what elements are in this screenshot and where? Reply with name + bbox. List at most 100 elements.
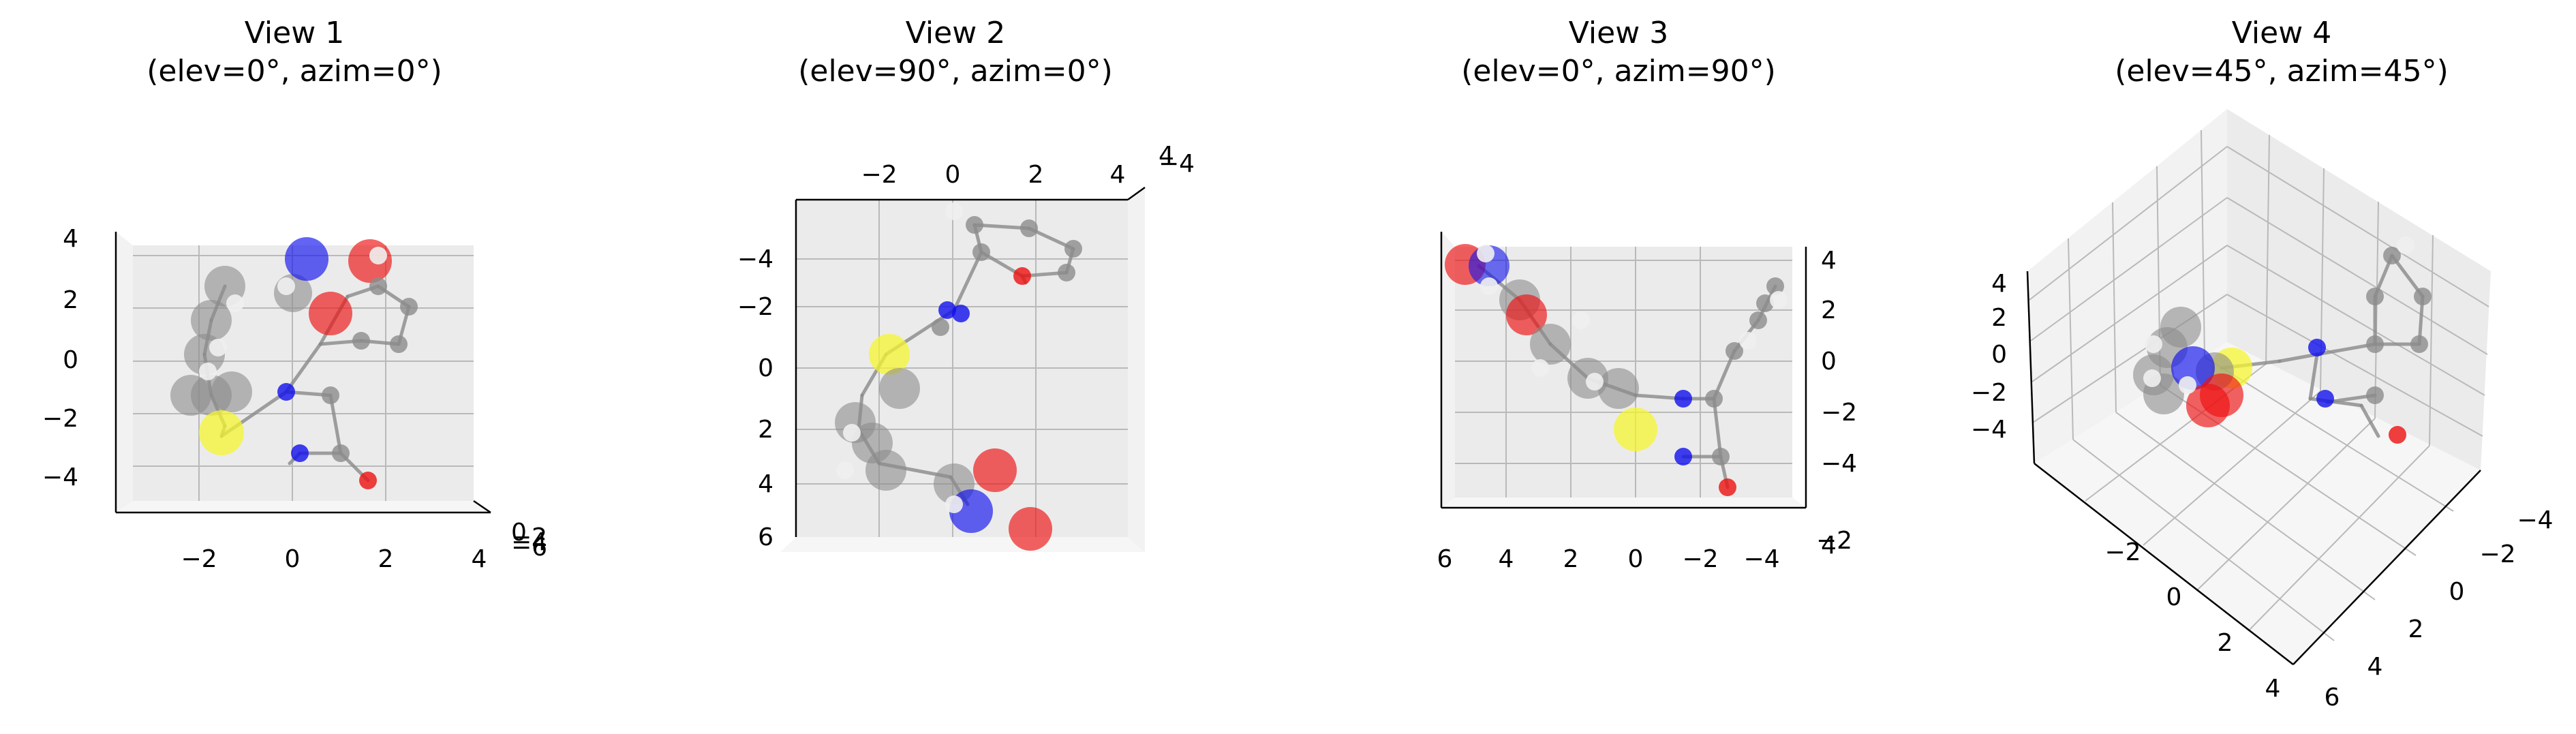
panel-1-molecule — [170, 237, 418, 489]
atom-hydrogen — [1770, 291, 1788, 309]
atom-carbon — [2366, 335, 2384, 353]
panel-2-title-line2: (elev=90°, azim=0°) — [798, 54, 1113, 89]
panel-1-title-line1: View 1 — [245, 16, 344, 50]
atom-oxygen — [1013, 267, 1031, 285]
atom-oxygen — [1009, 507, 1052, 551]
panel-4-y-axis-line — [2034, 463, 2294, 665]
atom-carbon — [1766, 277, 1784, 295]
atom-carbon — [1726, 342, 1743, 360]
atom-carbon — [1749, 311, 1767, 329]
atom-carbon — [972, 243, 990, 261]
atom-hydrogen — [1480, 277, 1498, 295]
panel-4-x-tick: −2 — [2104, 538, 2141, 566]
panel-4-x-tick: 0 — [2166, 583, 2182, 611]
panel-4-z-tick: −2 — [1971, 379, 2007, 407]
atom-carbon — [1598, 368, 1639, 409]
panel-3-y-tick: 0 — [1821, 348, 1837, 376]
atom-carbon — [352, 332, 370, 350]
panel-3-x-tick: −4 — [1743, 545, 1779, 573]
panel-3-z-tick: 4 — [1821, 532, 1837, 560]
atom-oxygen — [1719, 478, 1736, 496]
atom-hydrogen — [2397, 236, 2414, 254]
atom-sulfur — [869, 334, 910, 375]
atom-carbon — [1705, 390, 1723, 408]
atom-oxygen — [309, 292, 352, 335]
panel-1-x-tick: 0 — [285, 545, 301, 573]
panel-2-x-tick: 4 — [1110, 161, 1126, 189]
panel-3: View 3 (elev=0°, azim=90°) 6 4 2 0 −2 −4… — [1437, 16, 1858, 573]
panel-1-depth-axis-line — [473, 500, 491, 514]
atom-sulfur — [1614, 408, 1657, 451]
panel-1-y-tick: −4 — [42, 463, 78, 491]
panel-2-y-tick: 6 — [758, 523, 773, 551]
atom-oxygen — [1506, 294, 1547, 335]
panel-4-y-tick: 2 — [2408, 615, 2424, 643]
panel-2-side-pane — [1128, 187, 1145, 552]
panel-2-title-line1: View 2 — [906, 16, 1005, 50]
panel-4-y-tick: −2 — [2479, 540, 2515, 568]
atom-hydrogen — [945, 495, 963, 513]
atom-nitrogen — [1674, 390, 1692, 408]
panel-4-z-tick: 0 — [1991, 341, 2007, 369]
panel-2-y-tick: −2 — [737, 293, 773, 321]
panel-3-x-tick: 2 — [1563, 545, 1579, 573]
atom-carbon — [1530, 324, 1571, 365]
panel-2-z-tick: 4 — [1159, 142, 1174, 170]
atom-carbon — [966, 216, 983, 234]
panel-3-side-pane — [1441, 232, 1455, 508]
atom-hydrogen — [199, 363, 217, 380]
atom-hydrogen — [209, 339, 227, 356]
atom-carbon — [170, 375, 211, 416]
panel-1-x-tick: 2 — [378, 545, 394, 573]
atom-carbon — [322, 386, 339, 404]
atom-carbon — [879, 368, 920, 409]
atom-nitrogen — [938, 301, 956, 319]
panel-1-y-tick: 0 — [63, 346, 78, 374]
panel-4-right-pane — [2227, 109, 2491, 470]
panel-4: View 4 (elev=45°, azim=45°) — [1971, 16, 2554, 712]
atom-carbon — [332, 444, 350, 462]
atom-carbon — [932, 318, 949, 336]
panel-4-z-tick: 2 — [1991, 304, 2007, 332]
panel-2-floor-pane — [780, 537, 1145, 552]
panel-2: View 2 (elev=90°, azim=0°) −2 0 2 4 −4 −… — [737, 16, 1195, 552]
panel-3-y-tick: 2 — [1821, 296, 1837, 324]
panel-1-z-tick: −4 — [511, 528, 547, 556]
atom-carbon — [1712, 448, 1730, 465]
atom-nitrogen — [285, 237, 328, 281]
atom-carbon — [1756, 294, 1774, 312]
atom-hydrogen — [1572, 311, 1590, 329]
atom-oxygen — [359, 472, 377, 489]
panel-3-x-tick: 6 — [1437, 545, 1453, 573]
atom-carbon — [1020, 219, 1038, 237]
panel-3-z-tick: −2 — [1816, 527, 1852, 555]
atom-carbon — [400, 298, 418, 316]
atom-hydrogen — [1586, 373, 1604, 391]
atom-carbon — [865, 450, 906, 491]
panel-1-title-line2: (elev=0°, azim=0°) — [147, 54, 442, 89]
panel-3-x-tick: 4 — [1499, 545, 1514, 573]
atom-nitrogen — [2308, 339, 2326, 356]
panel-4-x-axis-line — [2293, 470, 2481, 665]
atom-hydrogen — [1477, 245, 1494, 262]
panel-3-y-tick: −4 — [1821, 450, 1857, 478]
panel-2-molecule — [835, 202, 1082, 551]
atom-hydrogen — [2179, 376, 2196, 394]
panel-1-x-tick: −2 — [181, 545, 217, 573]
panel-4-z-axis-line — [2026, 271, 2036, 464]
panel-1-side-pane — [116, 232, 133, 513]
panel-4-x-tick: 2 — [2218, 629, 2233, 657]
atom-hydrogen — [369, 247, 387, 264]
atom-hydrogen — [945, 202, 963, 220]
panel-1-z-tick: 0 — [511, 519, 527, 547]
atom-oxygen — [2389, 426, 2406, 444]
panel-3-x-tick: 0 — [1628, 545, 1644, 573]
atom-carbon — [369, 277, 387, 295]
panel-4-y-tick: 4 — [2367, 653, 2383, 681]
atom-hydrogen — [843, 424, 861, 442]
atom-carbon — [191, 300, 232, 341]
atom-carbon — [2410, 335, 2428, 353]
atom-carbon — [2414, 288, 2432, 305]
panel-3-y-tick: −2 — [1821, 399, 1857, 427]
panel-4-x-tick: 4 — [2265, 675, 2281, 703]
